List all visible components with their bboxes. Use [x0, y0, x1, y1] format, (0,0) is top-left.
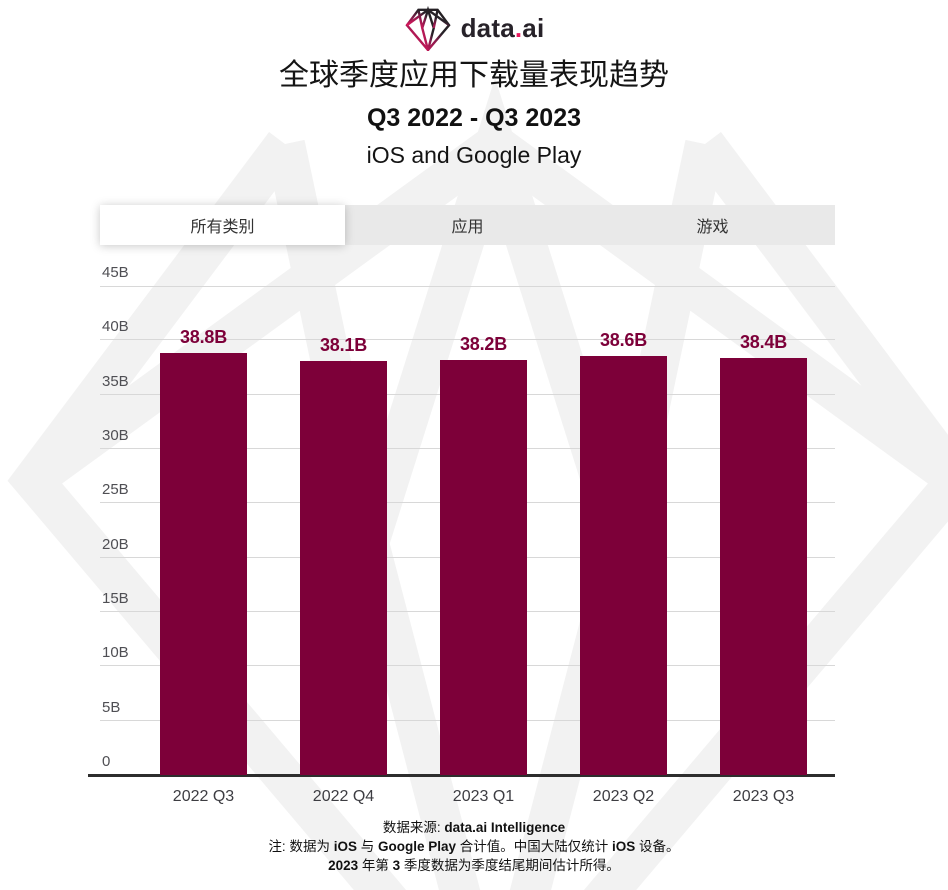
diamond-icon: [405, 6, 451, 51]
footer-text-segment: iOS: [333, 839, 357, 854]
y-tick-label: 25B: [102, 481, 129, 498]
gridline: [100, 286, 835, 287]
plot-area: 0 5B 10B 15B 20B 25B 30B 35B 40B 45B 38.8B 2022 Q3 3…: [88, 265, 835, 805]
x-tick-label: 2023 Q1: [452, 788, 515, 805]
footer-text-segment: 2023: [328, 858, 359, 873]
footer-text-segment: 合计值。中国大陆仅统计: [456, 839, 613, 854]
footer: 数据来源: data.ai Intelligence 注: 数据为 iOS 与 …: [0, 818, 948, 875]
y-tick-label: 45B: [102, 264, 129, 281]
x-tick-label: 2022 Q3: [172, 788, 235, 805]
y-tick-label: 5B: [102, 699, 121, 716]
bar-value-label: 38.8B: [179, 327, 228, 347]
footer-text-segment: 与: [356, 839, 378, 854]
bar-value-label: 38.1B: [319, 335, 368, 355]
bar-value-label: 38.4B: [739, 332, 788, 352]
category-tabs: 所有类别 应用 游戏: [100, 205, 835, 245]
bar-2023-q1: [440, 360, 527, 775]
bar-2023-q2: [580, 356, 667, 775]
y-tick-label: 10B: [102, 644, 129, 661]
bar-value-label: 38.6B: [599, 330, 648, 350]
brand-wordmark: data.ai: [460, 13, 545, 43]
footer-text-segment: 季度数据为季度结尾期间估计所得。: [400, 858, 620, 873]
footer-text-segment: iOS: [612, 839, 636, 854]
brand-logo: data.ai: [0, 6, 948, 51]
footer-text-segment: 注: 数据为: [268, 839, 334, 854]
subtitle-date-range: Q3 2022 - Q3 2023: [366, 104, 582, 132]
bar-value-label: 38.2B: [459, 334, 508, 354]
bar-2022-q4: [300, 361, 387, 775]
bar-2023-q3: [720, 358, 807, 775]
footer-text-segment: 设备。: [635, 839, 680, 854]
footer-source-line: 数据来源: data.ai Intelligence: [0, 818, 948, 837]
tab-games[interactable]: 游戏: [696, 219, 729, 236]
footer-note-line-1: 注: 数据为 iOS 与 Google Play 合计值。中国大陆仅统计 iOS…: [0, 837, 948, 856]
tab-apps[interactable]: 应用: [451, 219, 484, 236]
tab-all-categories[interactable]: 所有类别: [100, 205, 345, 245]
y-tick-label: 35B: [102, 373, 129, 390]
footer-text-segment: 年第: [358, 858, 393, 873]
x-tick-label: 2022 Q4: [312, 788, 375, 805]
y-tick-label: 40B: [102, 318, 129, 335]
chart-header: 全球季度应用下载量表现趋势 Q3 2022 - Q3 2023 iOS and …: [0, 56, 948, 170]
y-tick-label: 30B: [102, 427, 129, 444]
footer-text-segment: 数据来源:: [382, 820, 445, 835]
page-title: 全球季度应用下载量表现趋势: [279, 59, 669, 92]
y-tick-label: 20B: [102, 536, 129, 553]
y-tick-label: 0: [102, 753, 111, 770]
subtitle-platforms: iOS and Google Play: [366, 142, 582, 168]
x-tick-label: 2023 Q2: [592, 788, 655, 805]
footer-text-segment: Google Play: [377, 839, 457, 854]
footer-note-line-2: 2023 年第 3 季度数据为季度结尾期间估计所得。: [0, 856, 948, 875]
y-tick-label: 15B: [102, 590, 129, 607]
footer-text-segment: data.ai Intelligence: [444, 820, 566, 835]
bar-2022-q3: [160, 353, 247, 775]
x-tick-label: 2023 Q3: [732, 788, 795, 805]
